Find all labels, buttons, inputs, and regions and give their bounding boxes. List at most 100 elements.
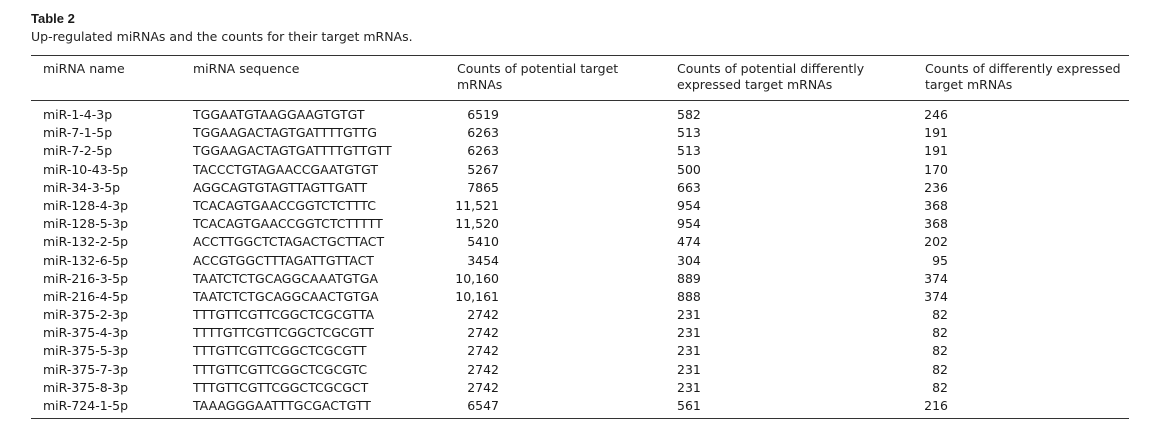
cell-diff-expressed-count: 191 [924,143,948,159]
cell-mirna-sequence: TAAAGGGAATTTGCGACTGTT [193,398,371,413]
cell-mirna-sequence: TTTGTTCGTTCGGCTCGCGCT [193,379,369,395]
cell-potential-diff-count: 888 [677,288,701,304]
cell-mirna-name: miR-216-3-5p [43,270,129,286]
cell-diff-expressed-count: 82 [932,343,948,359]
table-row: miR-1-4-3p TGGAATGTAAGGAAGTGTGT 6519 582 246 [0,107,1156,125]
cell-mirna-name: miR-1-4-3p [43,107,113,122]
cell-mirna-sequence: TAATCTCTGCAGGCAACTGTGA [193,288,379,304]
header-potential-diff-targets: Counts of potential differently expresse… [677,61,864,93]
cell-potential-diff-count: 304 [677,252,701,268]
table-row: miR-128-4-3p TCACAGTGAACCGGTCTCTTTC 11,521… [0,198,1156,216]
table-row: miR-7-2-5p TGGAAGACTAGTGATTTTGTTGTT 6263 51… [0,143,1156,161]
cell-mirna-name: miR-132-6-5p [43,252,129,268]
cell-mirna-name: miR-7-1-5p [43,125,113,141]
bottom-rule [31,418,1129,419]
cell-mirna-sequence: TTTTGTTCGTTCGGCTCGCGTT [193,325,374,341]
cell-potential-diff-count: 231 [677,379,701,395]
cell-potential-diff-count: 231 [677,343,701,359]
table-body: miR-1-4-3p TGGAATGTAAGGAAGTGTGT 6519 582 246… [0,107,1156,416]
cell-diff-expressed-count: 82 [932,361,948,377]
cell-mirna-name: miR-375-5-3p [43,343,129,359]
table-caption: Up-regulated miRNAs and the counts for t… [31,29,413,44]
cell-potential-count: 7865 [467,179,499,195]
cell-mirna-name: miR-132-2-5p [43,234,129,250]
cell-mirna-sequence: TGGAAGACTAGTGATTTTGTTGTT [193,143,392,159]
cell-potential-diff-count: 513 [677,143,701,159]
cell-potential-diff-count: 231 [677,361,701,377]
cell-potential-diff-count: 561 [677,398,701,413]
cell-mirna-name: miR-375-8-3p [43,379,129,395]
cell-mirna-name: miR-7-2-5p [43,143,113,159]
cell-potential-count: 2742 [467,379,499,395]
table-row: miR-7-1-5p TGGAAGACTAGTGATTTTGTTG 6263 513 1… [0,125,1156,143]
cell-mirna-name: miR-724-1-5p [43,398,129,413]
cell-potential-diff-count: 513 [677,125,701,141]
cell-potential-diff-count: 500 [677,161,701,177]
cell-diff-expressed-count: 246 [924,107,948,122]
header-expr-line1: Counts of differently expressed [925,61,1121,76]
cell-potential-diff-count: 889 [677,270,701,286]
cell-potential-diff-count: 663 [677,179,701,195]
table-row: miR-216-3-5p TAATCTCTGCAGGCAAATGTGA 10,160… [0,271,1156,289]
table-row: miR-216-4-5p TAATCTCTGCAGGCAACTGTGA 10,161… [0,289,1156,307]
cell-potential-diff-count: 231 [677,325,701,341]
cell-diff-expressed-count: 374 [924,270,948,286]
cell-mirna-sequence: TCACAGTGAACCGGTCTCTTTTT [193,216,383,232]
cell-potential-diff-count: 954 [677,216,701,232]
cell-diff-expressed-count: 374 [924,288,948,304]
table-row: miR-128-5-3p TCACAGTGAACCGGTCTCTTTTT 11,52… [0,216,1156,234]
header-potential-line2: mRNAs [457,77,503,92]
table-row: miR-375-2-3p TTTGTTCGTTCGGCTCGCGTTA 2742 23… [0,307,1156,325]
cell-diff-expressed-count: 82 [932,307,948,323]
cell-potential-count: 2742 [467,361,499,377]
cell-diff-expressed-count: 368 [924,216,948,232]
cell-potential-count: 10,161 [455,288,499,304]
cell-potential-count: 5410 [467,234,499,250]
cell-potential-count: 6263 [467,125,499,141]
cell-potential-count: 2742 [467,325,499,341]
table-row: miR-375-4-3p TTTTGTTCGTTCGGCTCGCGTT 2742 23… [0,325,1156,343]
cell-potential-count: 11,520 [455,216,499,232]
header-diff-line2: expressed target mRNAs [677,77,833,92]
cell-mirna-sequence: AGGCAGTGTAGTTAGTTGATT [193,179,368,195]
cell-diff-expressed-count: 82 [932,325,948,341]
cell-mirna-name: miR-375-2-3p [43,307,129,323]
header-diff-line1: Counts of potential differently [677,61,865,76]
cell-mirna-name: miR-34-3-5p [43,179,121,195]
header-diff-expressed-targets: Counts of differently expressed target m… [925,61,1121,93]
cell-mirna-sequence: TGGAAGACTAGTGATTTTGTTG [193,125,377,141]
cell-mirna-sequence: TTTGTTCGTTCGGCTCGCGTTA [193,307,375,323]
cell-mirna-name: miR-10-43-5p [43,161,129,177]
cell-mirna-sequence: TACCCTGTAGAACCGAATGTGT [193,161,378,177]
cell-mirna-sequence: ACCGTGGCTTTAGATTGTTACT [193,252,374,268]
cell-diff-expressed-count: 191 [924,125,948,141]
cell-potential-count: 5267 [467,161,499,177]
cell-mirna-sequence: TGGAATGTAAGGAAGTGTGT [193,107,365,122]
cell-potential-count: 6519 [467,107,499,122]
table-row: miR-34-3-5p AGGCAGTGTAGTTAGTTGATT 7865 663 2… [0,180,1156,198]
cell-mirna-sequence: ACCTTGGCTCTAGACTGCTTACT [193,234,385,250]
table-row: miR-375-8-3p TTTGTTCGTTCGGCTCGCGCT 2742 231… [0,380,1156,398]
cell-mirna-name: miR-128-5-3p [43,216,129,232]
cell-diff-expressed-count: 170 [924,161,948,177]
table-row: miR-375-5-3p TTTGTTCGTTCGGCTCGCGTT 2742 231… [0,343,1156,361]
cell-mirna-name: miR-128-4-3p [43,197,129,213]
cell-diff-expressed-count: 368 [924,197,948,213]
cell-potential-count: 6547 [467,398,499,413]
cell-potential-diff-count: 954 [677,197,701,213]
header-mirna-name: miRNA name [43,61,125,76]
cell-diff-expressed-count: 202 [924,234,948,250]
cell-potential-count: 3454 [467,252,499,268]
cell-potential-diff-count: 474 [677,234,701,250]
table-row: miR-10-43-5p TACCCTGTAGAACCGAATGTGT 5267 50… [0,162,1156,180]
cell-diff-expressed-count: 236 [924,179,948,195]
cell-potential-count: 2742 [467,307,499,323]
cell-mirna-sequence: TCACAGTGAACCGGTCTCTTTC [193,197,376,213]
cell-mirna-name: miR-375-7-3p [43,361,129,377]
table-row: miR-375-7-3p TTTGTTCGTTCGGCTCGCGTC 2742 231… [0,362,1156,380]
cell-diff-expressed-count: 216 [924,398,948,413]
cell-potential-count: 11,521 [455,197,499,213]
header-mirna-sequence: miRNA sequence [193,61,300,76]
cell-potential-count: 2742 [467,343,499,359]
header-expr-line2: target mRNAs [925,77,1013,92]
